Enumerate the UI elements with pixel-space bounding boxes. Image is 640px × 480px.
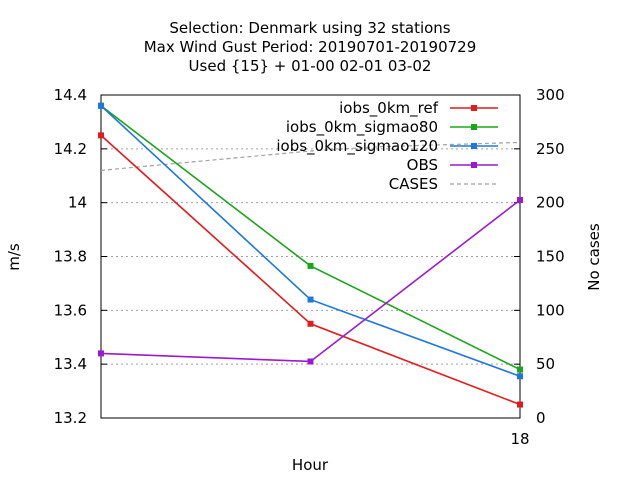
y-tick-label: 13.2 — [54, 409, 87, 427]
series-cases-line — [100, 141, 521, 171]
data-point-obs — [307, 358, 314, 365]
data-point-obs — [98, 350, 104, 357]
chart-title: Selection: Denmark using 32 stations Max… — [144, 19, 477, 75]
y-tick-label: 13.8 — [54, 248, 87, 266]
data-point-iobs-0km-ref — [98, 132, 104, 139]
x-tick-label: 18 — [510, 430, 529, 448]
series — [98, 102, 523, 408]
y-tick-label: 13.4 — [54, 355, 87, 373]
y2-tick-label: 300 — [536, 86, 565, 104]
series-line-obs — [100, 199, 521, 363]
y-tick-label: 14.2 — [54, 140, 87, 158]
y2-tick-label: 100 — [536, 301, 565, 319]
title-line-2: Max Wind Gust Period: 20190701-20190729 — [144, 38, 477, 56]
legend-swatch-marker — [471, 105, 477, 111]
y2-tick-label: 250 — [536, 140, 565, 158]
legend-label: CASES — [389, 175, 438, 193]
y2-tick-label: 50 — [536, 355, 555, 373]
y-axis-label: m/s — [5, 243, 23, 271]
legend: iobs_0km_refiobs_0km_sigmao80iobs_0km_si… — [276, 99, 498, 193]
title-line-1: Selection: Denmark using 32 stations — [169, 19, 450, 37]
y2-tick-label: 0 — [536, 409, 546, 427]
grid — [101, 148, 520, 365]
y-tick-label: 14.4 — [54, 86, 87, 104]
y-tick-label: 14 — [68, 194, 87, 212]
y2-tick-label: 200 — [536, 194, 565, 212]
y-tick-label: 13.6 — [54, 301, 87, 319]
legend-label: iobs_0km_ref — [339, 99, 439, 118]
y2-axis-label: No cases — [585, 223, 603, 291]
legend-swatch-marker — [471, 124, 477, 130]
legend-label: iobs_0km_sigmao80 — [286, 118, 438, 137]
data-point-iobs-0km-ref — [517, 401, 523, 408]
data-point-iobs-0km-sigmao80 — [307, 262, 314, 269]
axes — [100, 94, 521, 419]
y2-tick-label: 150 — [536, 248, 565, 266]
legend-swatch-marker — [471, 143, 477, 149]
x-axis-label: Hour — [292, 456, 329, 474]
data-point-iobs-0km-sigmao120 — [98, 102, 104, 109]
data-point-obs — [517, 196, 523, 203]
tick-labels: 13.2 13.4 13.6 13.8 14 14.2 14.4 0 50 100 150 200 25… — [54, 86, 565, 448]
data-point-iobs-0km-sigmao80 — [517, 366, 523, 373]
data-point-iobs-0km-sigmao120 — [517, 373, 523, 380]
legend-label: OBS — [407, 156, 438, 174]
legend-label: iobs_0km_sigmao120 — [276, 137, 438, 156]
data-point-iobs-0km-ref — [307, 320, 314, 327]
data-point-iobs-0km-sigmao120 — [307, 296, 314, 303]
title-line-3: Used {15} + 01-00 02-01 03-02 — [189, 57, 432, 75]
legend-swatch-marker — [471, 162, 477, 168]
plot-frame — [100, 94, 521, 419]
